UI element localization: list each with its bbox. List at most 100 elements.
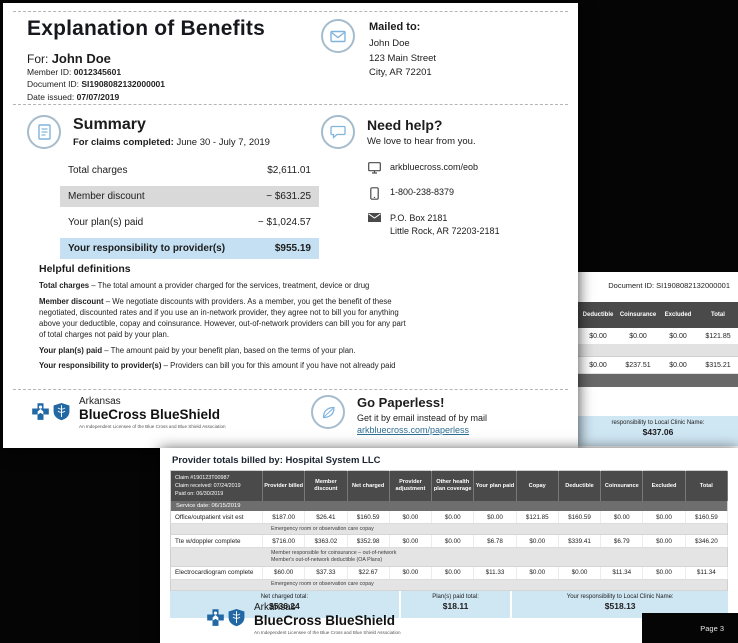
amount-cell: $6.79 <box>600 534 644 549</box>
need-help-title: Need help? <box>367 117 443 133</box>
total-label: Your responsibility to Local Clinic Name… <box>566 593 674 600</box>
amount-cell: $0.00 <box>389 534 433 549</box>
col-header: Coinsurance <box>619 312 657 318</box>
definition-text: – The amount paid by your benefit plan, … <box>104 345 356 355</box>
blue-cross-icon <box>207 609 224 626</box>
bcbs-logo <box>31 402 71 429</box>
member-id-value: 0012345601 <box>73 67 122 77</box>
leaf-icon <box>311 395 345 429</box>
claims-table-fragment: Deductible Coinsurance Excluded Total $0… <box>578 302 738 387</box>
note-cell: Emergency room or observation care copay <box>170 523 728 536</box>
claims-period-value: June 30 - July 7, 2019 <box>176 137 270 148</box>
definition-item: Your plan(s) paid – The amount paid by y… <box>39 346 411 357</box>
address-line: City, AR 72201 <box>369 67 432 79</box>
row-amount: $2,611.01 <box>267 165 311 176</box>
amount-cell: $0.00 <box>431 566 475 580</box>
amount-cell: $11.34 <box>685 566 729 580</box>
paperless-link[interactable]: arkbluecross.com/paperless <box>357 425 470 435</box>
amount-cell: $0.00 <box>629 332 647 340</box>
total-label: Net charged total: <box>260 593 309 600</box>
table-header-row: Claim #190123T00987 Claim received: 07/2… <box>170 470 729 502</box>
amount-cell: $22.67 <box>347 566 390 580</box>
amount-cell: $716.00 <box>262 534 306 549</box>
monitor-icon <box>367 162 381 174</box>
note-band <box>578 345 738 357</box>
col-header: Provider adjustment <box>389 470 433 502</box>
paperless-text: Get it by email instead of by mail <box>357 413 488 423</box>
summary-title: Summary <box>73 116 146 133</box>
date-issued-line: Date issued: 07/07/2019 <box>27 91 265 103</box>
amount-cell: $0.00 <box>431 534 475 549</box>
address-line: John Doe <box>369 38 410 49</box>
definitions-heading: Helpful definitions <box>39 263 131 275</box>
mail-address: P.O. Box 2181 Little Rock, AR 72203-2181 <box>390 212 500 237</box>
col-header: Member discount <box>304 470 348 502</box>
amount-cell: $160.59 <box>347 511 390 525</box>
col-header: Deductible <box>582 312 614 318</box>
po-box-line: P.O. Box 2181 <box>390 213 448 223</box>
definition-term: Your plan(s) paid <box>39 345 103 355</box>
amount-cell: $0.00 <box>558 566 602 580</box>
summary-section: Summary For claims completed: June 30 - … <box>27 115 319 264</box>
row-label: Member discount <box>68 191 145 202</box>
go-paperless-block: Go Paperless! Get it by email instead of… <box>311 395 487 435</box>
amount-cell: $0.00 <box>642 566 686 580</box>
total-amount: $518.13 <box>604 600 636 611</box>
blue-shield-icon <box>53 402 70 421</box>
website-link[interactable]: arkbluecross.com/eob <box>390 162 479 172</box>
amount-cell: $0.00 <box>431 511 475 525</box>
service-date-row: Service date: 06/15/2019 <box>170 501 728 512</box>
col-header: Excluded <box>664 312 692 318</box>
amount-cell: $60.00 <box>262 566 306 580</box>
mail-icon <box>321 19 355 53</box>
blue-cross-icon <box>32 403 49 420</box>
table-row: Office/outpatient visit est $187.00 $26.… <box>170 511 729 525</box>
member-name-line: For: John Doe <box>27 51 265 66</box>
mailed-to-text: Mailed to: John Doe 123 Main Street City… <box>369 19 436 81</box>
definition-text: – Providers can bill you for this amount… <box>163 361 396 371</box>
table-row: Tte w/doppler complete $716.00 $363.02 $… <box>170 534 729 549</box>
note-cell: Member responsible for coinsurance – out… <box>170 547 728 567</box>
row-label: Your responsibility to provider(s) <box>68 243 226 254</box>
total-amount: $536.24 <box>269 600 300 611</box>
service-name-cell: Tte w/doppler complete <box>170 534 263 549</box>
row-amount: − $631.25 <box>266 191 311 202</box>
note-row: Emergency room or observation care copay <box>170 579 728 591</box>
document-id-line: Document ID: SI1908082132000001 <box>27 78 265 90</box>
fold-line-top <box>13 11 568 12</box>
col-header: Coinsurance <box>600 470 644 502</box>
provider-totals-table-wrap: Claim #190123T00987 Claim received: 07/2… <box>170 470 729 618</box>
member-id-line: Member ID: 0012345601 <box>27 66 265 78</box>
definitions-section: Helpful definitions Total charges – The … <box>39 263 411 377</box>
for-label: For: <box>27 52 49 66</box>
summary-table: Total charges $2,611.01 Member discount … <box>60 160 319 259</box>
amount-cell: $26.41 <box>304 511 348 525</box>
amount-cell: $0.00 <box>642 511 686 525</box>
amount-cell: $346.20 <box>685 534 729 549</box>
phone-icon <box>367 187 381 200</box>
definition-item: Your responsibility to provider(s) – Pro… <box>39 361 411 372</box>
page-eob-summary: Explanation of Benefits For: John Doe Me… <box>3 3 578 448</box>
claim-received: Claim received: 07/24/2019 <box>175 483 241 490</box>
section-divider <box>13 104 568 105</box>
table-row: $0.00 $237.51 $0.00 $315.21 <box>578 357 738 374</box>
phone-number: 1-800-238-8379 <box>390 187 455 197</box>
amount-cell: $315.21 <box>705 361 731 369</box>
row-amount: $955.19 <box>274 243 311 254</box>
member-name: John Doe <box>51 51 111 66</box>
summary-heading-text: Summary For claims completed: June 30 - … <box>73 115 270 149</box>
brand-tagline: An Independent Licensee of the Blue Cros… <box>79 424 226 429</box>
page-number: Page 3 <box>700 623 724 633</box>
amount-cell: $0.00 <box>473 511 517 525</box>
document-id-value: SI1908082132000001 <box>81 79 166 90</box>
col-header: Total <box>685 470 729 502</box>
paperless-text-block: Go Paperless! Get it by email instead of… <box>357 395 487 435</box>
definition-text: – We negotiate discounts with providers.… <box>39 296 406 339</box>
responsibility-band: responsibility to Local Clinic Name: $43… <box>578 416 738 446</box>
col-header: Deductible <box>558 470 602 502</box>
amount-cell: $0.00 <box>589 361 607 369</box>
responsibility-total: Your responsibility to Local Clinic Name… <box>510 590 728 618</box>
amount-cell: $352.98 <box>347 534 390 549</box>
need-help-heading-text: Need help? We love to hear from you. <box>367 115 476 149</box>
plan-paid-total: Plan(s) paid total: $18.11 <box>398 590 511 618</box>
